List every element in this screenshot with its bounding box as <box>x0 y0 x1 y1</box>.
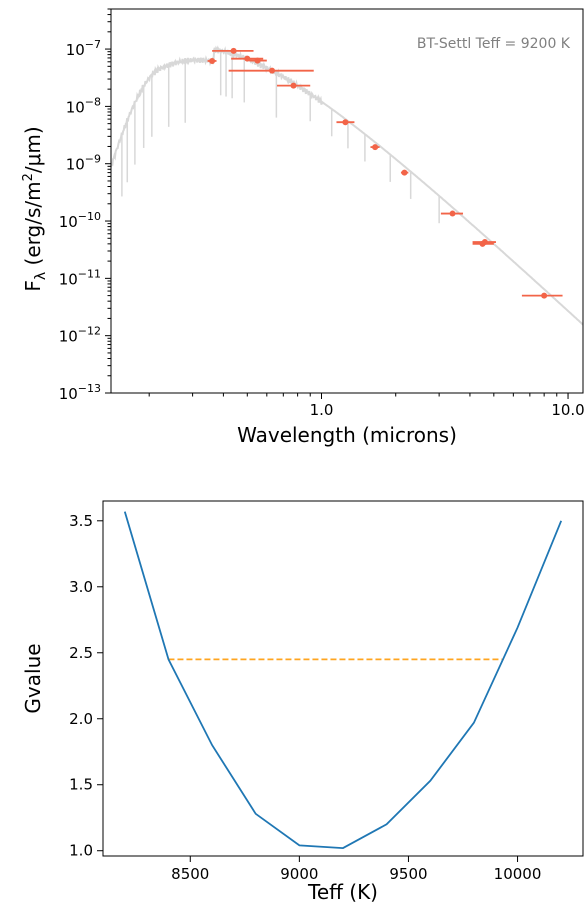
y-tick-label-2: 2.0 <box>69 710 93 728</box>
y-tick-label-1: 10−8 <box>66 95 101 116</box>
sed-y-ticks: 10−7 10−8 10−9 10−10 10−11 10−12 10−13 <box>59 8 111 403</box>
data-point-2 <box>244 55 251 62</box>
x-tick-label-0: 8500 <box>171 865 209 883</box>
model-spectrum <box>110 45 584 326</box>
photometry-points <box>209 47 548 299</box>
sed-y-axis-label: Fλ (erg/s/m2/μm) <box>21 126 49 291</box>
gvalue-line-0 <box>123 511 563 850</box>
ylabel-units-b: /μm) <box>21 126 45 173</box>
model-curve <box>110 45 584 326</box>
gvalue-plot-frame <box>102 500 584 857</box>
gvalue-series <box>123 511 563 850</box>
gvalue-x-axis-label: Teff (K) <box>307 880 378 904</box>
data-point-6 <box>342 119 349 126</box>
x-tick-label-2: 9500 <box>389 865 427 883</box>
sed-x-axis-label: Wavelength (microns) <box>237 423 457 447</box>
data-point-11 <box>479 240 486 247</box>
y-tick-label-2: 10−9 <box>66 153 101 174</box>
data-point-4 <box>269 67 276 74</box>
data-point-12 <box>541 292 548 299</box>
data-point-9 <box>449 210 456 217</box>
data-point-7 <box>372 144 379 151</box>
ylabel-prefix: F <box>21 280 45 292</box>
y-tick-label-5: 10−12 <box>59 325 101 346</box>
y-tick-label-5: 3.5 <box>69 512 93 530</box>
data-point-3 <box>254 57 261 64</box>
gvalue-x-ticks: 8500 9000 9500 10000 <box>171 856 541 883</box>
y-tick-label-6: 10−13 <box>59 382 101 403</box>
y-tick-label-0: 1.0 <box>69 842 93 860</box>
y-tick-label-3: 10−10 <box>59 210 101 231</box>
y-tick-label-4: 3.0 <box>69 578 93 596</box>
ylabel-sub: λ <box>33 272 49 280</box>
y-tick-label-1: 1.5 <box>69 776 93 794</box>
y-tick-label-4: 10−11 <box>59 267 101 288</box>
sed-chart: 1.0 10.0 10−7 10−8 10−9 10−10 10−11 10−12 10−13… <box>21 8 585 447</box>
data-point-5 <box>290 82 297 89</box>
data-point-0 <box>209 57 216 64</box>
model-annotation: BT-Settl Teff = 9200 K <box>417 36 571 52</box>
x-tick-label-0: 1.0 <box>310 401 334 419</box>
gvalue-y-axis-label: Gvalue <box>21 643 45 713</box>
gvalue-chart: 8500 9000 9500 10000 1.0 1.5 2.0 2.5 3.0 3.5 Tef… <box>21 500 584 904</box>
y-tick-label-0: 10−7 <box>66 38 101 59</box>
x-tick-label-1: 10.0 <box>551 401 584 419</box>
gvalue-y-ticks: 1.0 1.5 2.0 2.5 3.0 3.5 <box>69 512 103 860</box>
y-tick-label-3: 2.5 <box>69 644 93 662</box>
x-tick-label-3: 10000 <box>494 865 542 883</box>
data-point-1 <box>230 47 237 54</box>
sed-x-ticks: 1.0 10.0 <box>148 393 585 419</box>
ylabel-units-sup: 2 <box>21 173 36 181</box>
ylabel-units-a: (erg/s/m <box>21 181 45 271</box>
x-tick-label-1: 9000 <box>280 865 318 883</box>
sed-plot-frame <box>110 8 584 394</box>
data-point-8 <box>401 169 408 176</box>
